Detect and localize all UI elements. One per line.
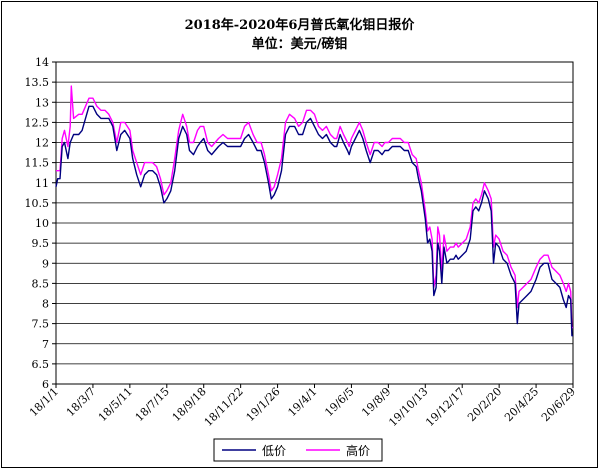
- series-lines: [55, 85, 573, 337]
- legend-box: [213, 438, 383, 462]
- x-tick-label: 18/7/15: [133, 385, 172, 424]
- y-tick-label: 8: [42, 298, 49, 311]
- x-tick-label: 20/6/29: [539, 385, 578, 424]
- y-tick-label: 10: [35, 217, 49, 230]
- legend: 低价 高价: [213, 438, 383, 462]
- y-tick-label: 6: [42, 378, 49, 391]
- x-tick-label: 18/3/7: [64, 385, 98, 419]
- x-tick-label: 19/1/26: [244, 385, 283, 424]
- y-tick-label: 13.5: [25, 76, 50, 89]
- y-tick-label: 7.5: [32, 318, 50, 331]
- y-tick-label: 13: [35, 96, 49, 109]
- chart-subtitle: 单位：美元/磅钼: [251, 37, 348, 52]
- x-tick-label: 20/2/20: [465, 385, 504, 424]
- y-tick-label: 11.5: [25, 157, 50, 170]
- x-tick-label: 19/12/17: [423, 385, 467, 429]
- y-tick-label: 10.5: [25, 197, 50, 210]
- x-tick-label: 19/4/1: [285, 385, 319, 419]
- series-line-high: [56, 85, 573, 329]
- y-axis: 6 6.5 7 7.5 8 8.5 9 9.5 10 10.5 11 11.5 12 12.5 13 13.5…: [25, 56, 56, 391]
- chart-title: 2018年-2020年6月普氏氧化钼日报价: [184, 18, 415, 33]
- y-tick-label: 11: [35, 177, 49, 190]
- x-tick-label: 19/6/5: [322, 385, 356, 419]
- y-tick-label: 14: [35, 56, 49, 69]
- legend-label: 低价: [262, 444, 286, 458]
- x-tick-label: 18/5/11: [96, 385, 135, 424]
- y-tick-label: 8.5: [32, 277, 50, 290]
- x-axis: 18/1/1 18/3/718/5/1118/7/1518/9/1818/11/2…: [27, 384, 578, 429]
- y-tick-label: 12: [35, 137, 49, 150]
- x-tick-label: 20/4/25: [502, 385, 541, 424]
- y-tick-label: 9: [42, 257, 49, 270]
- y-tick-label: 7: [42, 338, 49, 351]
- x-tick-label: 18/11/22: [202, 385, 246, 429]
- series-line-low: [55, 105, 573, 337]
- gridlines: [55, 61, 574, 385]
- legend-label: 高价: [346, 443, 370, 458]
- y-tick-label: 9.5: [32, 237, 50, 250]
- x-tick-label: 19/10/13: [386, 385, 430, 429]
- y-tick-label: 6.5: [32, 358, 50, 371]
- y-tick-label: 12.5: [25, 116, 50, 129]
- x-tick-label: 19/8/9: [359, 385, 393, 419]
